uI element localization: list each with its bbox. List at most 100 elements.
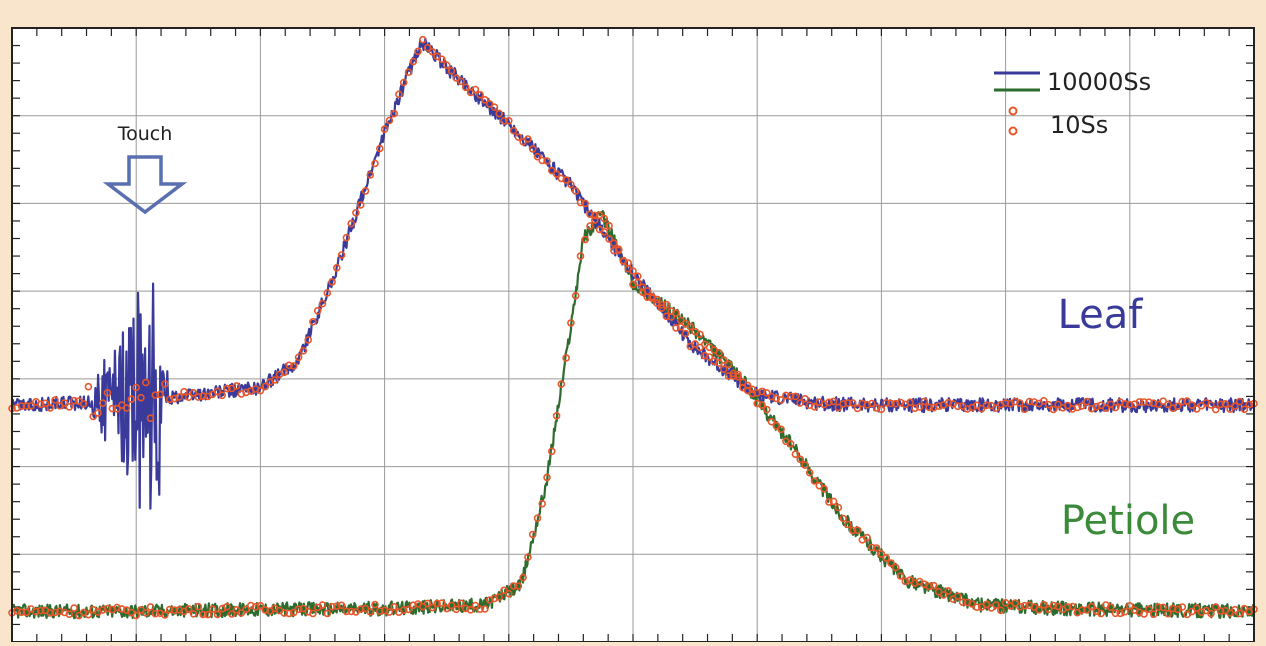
data-point-10ss xyxy=(500,117,508,125)
data-point-10ss xyxy=(1040,600,1048,609)
data-point-10ss xyxy=(533,514,542,523)
data-point-10ss xyxy=(696,330,704,339)
data-point-10ss xyxy=(476,91,484,99)
touch-annotation: Touch xyxy=(102,123,188,215)
data-point-10ss xyxy=(213,387,222,396)
data-point-10ss xyxy=(729,369,738,378)
data-point-10ss xyxy=(863,533,871,542)
data-point-10ss xyxy=(223,384,231,393)
data-point-10ss xyxy=(1016,399,1024,407)
data-point-10ss xyxy=(409,57,418,66)
data-point-10ss xyxy=(1083,606,1091,614)
data-point-10ss xyxy=(404,605,413,614)
data-point-10ss xyxy=(638,283,647,292)
data-point-10ss xyxy=(165,605,174,614)
data-point-10ss xyxy=(767,417,776,426)
data-point-10ss xyxy=(1192,604,1201,613)
data-point-10ss xyxy=(848,526,857,535)
data-point-10ss xyxy=(142,608,150,617)
data-point-10ss xyxy=(99,606,107,614)
data-point-10ss xyxy=(1159,603,1167,612)
data-point-10ss xyxy=(352,209,360,217)
data-point-10ss xyxy=(1145,398,1153,407)
data-point-10ss xyxy=(1121,400,1129,408)
data-point-10ss xyxy=(481,605,489,613)
data-point-10ss xyxy=(1011,397,1020,406)
data-point-10ss xyxy=(590,216,599,224)
data-point-10ss xyxy=(1183,397,1191,405)
data-point-10ss xyxy=(1001,399,1010,407)
data-point-10ss xyxy=(170,606,179,615)
data-point-10ss xyxy=(1035,605,1043,614)
series-points xyxy=(8,35,1258,620)
data-point-10ss xyxy=(729,372,738,380)
data-point-10ss xyxy=(251,602,260,611)
data-point-10ss xyxy=(1068,602,1077,611)
data-point-10ss xyxy=(418,35,427,44)
data-point-10ss xyxy=(428,603,437,612)
data-point-10ss xyxy=(619,257,628,266)
data-point-10ss xyxy=(934,402,943,410)
data-point-10ss xyxy=(438,599,446,607)
data-point-10ss xyxy=(509,582,518,590)
data-point-10ss xyxy=(896,572,905,580)
data-point-10ss xyxy=(22,608,31,617)
data-point-10ss xyxy=(204,610,212,619)
data-point-10ss xyxy=(1216,400,1225,409)
data-point-10ss xyxy=(318,601,327,609)
data-point-10ss xyxy=(614,246,623,255)
data-point-10ss xyxy=(867,399,876,408)
data-point-10ss xyxy=(94,409,102,417)
data-point-10ss xyxy=(543,473,551,482)
data-point-10ss xyxy=(1049,601,1058,610)
data-point-10ss xyxy=(605,221,613,230)
data-point-10ss xyxy=(963,405,972,413)
data-point-10ss xyxy=(672,324,680,332)
data-point-10ss xyxy=(223,602,231,611)
data-point-10ss xyxy=(447,601,456,610)
data-point-10ss xyxy=(1016,602,1024,611)
data-point-10ss xyxy=(1049,405,1058,414)
data-point-10ss xyxy=(237,609,246,617)
data-point-10ss xyxy=(853,404,862,413)
data-point-10ss xyxy=(825,498,833,506)
data-point-10ss xyxy=(925,403,934,412)
data-point-10ss xyxy=(887,559,895,567)
legend-marker-10ss-2 xyxy=(1008,126,1018,136)
data-point-10ss xyxy=(122,404,131,412)
data-point-10ss xyxy=(930,581,938,590)
data-point-10ss xyxy=(118,605,126,613)
data-point-10ss xyxy=(366,607,375,616)
data-point-10ss xyxy=(567,180,575,189)
data-point-10ss xyxy=(490,594,499,603)
data-point-10ss xyxy=(519,573,527,582)
data-point-10ss xyxy=(1216,607,1225,615)
data-point-10ss xyxy=(438,55,446,64)
data-point-10ss xyxy=(332,602,341,611)
data-point-10ss xyxy=(108,404,117,413)
data-point-10ss xyxy=(958,598,967,607)
data-point-10ss xyxy=(672,309,680,317)
data-point-10ss xyxy=(610,239,618,247)
data-point-10ss xyxy=(242,388,250,397)
data-point-10ss xyxy=(423,599,432,608)
data-point-10ss xyxy=(1126,602,1134,610)
data-point-10ss xyxy=(189,609,198,618)
data-point-10ss xyxy=(113,603,121,612)
data-point-10ss xyxy=(399,606,408,614)
data-point-10ss xyxy=(586,210,594,218)
data-point-10ss xyxy=(270,376,279,384)
data-point-10ss xyxy=(638,288,647,297)
data-point-10ss xyxy=(399,78,408,87)
data-point-10ss xyxy=(1111,609,1120,618)
data-point-10ss xyxy=(538,156,547,165)
data-point-10ss xyxy=(528,530,537,539)
data-point-10ss xyxy=(782,391,790,400)
data-point-10ss xyxy=(194,602,203,611)
data-point-10ss xyxy=(848,399,857,407)
data-point-10ss xyxy=(452,605,461,614)
data-point-10ss xyxy=(146,414,155,423)
data-point-10ss xyxy=(877,405,886,414)
data-point-10ss xyxy=(777,396,785,404)
data-point-10ss xyxy=(256,386,265,395)
